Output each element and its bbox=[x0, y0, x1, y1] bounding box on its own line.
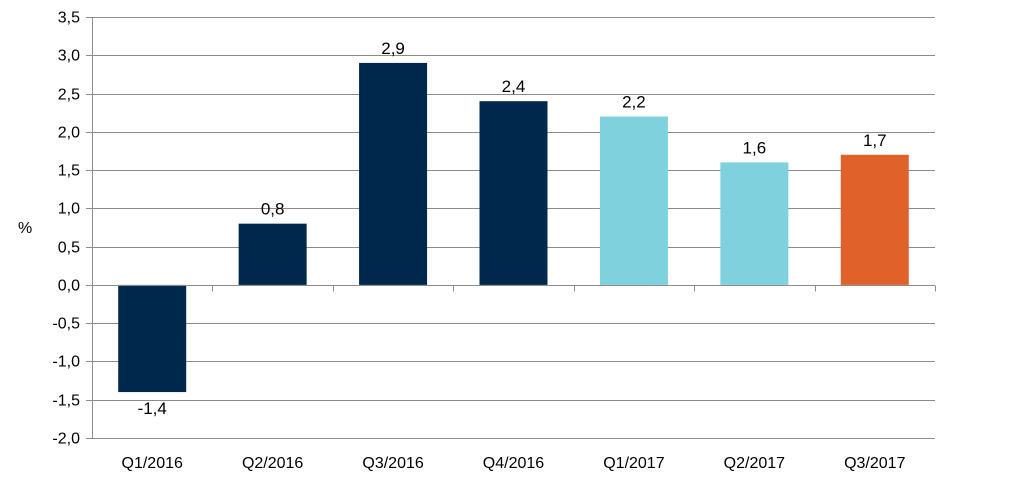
y-tick-label: 2,5 bbox=[58, 87, 80, 104]
x-category-label: Q4/2016 bbox=[483, 455, 544, 472]
y-axis-ticks: -2,0 -1,5 -1,0 -0,5 0,0 0,5 1,0 1,5 2,0 2,5 3,0 3,5 bbox=[52, 10, 92, 448]
y-tick-label: -0,5 bbox=[52, 316, 80, 333]
data-label: 1,6 bbox=[743, 138, 767, 157]
bar bbox=[720, 162, 789, 285]
x-category-label: Q2/2017 bbox=[724, 455, 785, 472]
bar bbox=[238, 223, 307, 285]
data-label: 1,7 bbox=[863, 131, 887, 150]
y-tick-label: 3,5 bbox=[58, 10, 80, 27]
data-label: -1,4 bbox=[138, 399, 167, 418]
x-category-label: Q3/2016 bbox=[362, 455, 423, 472]
y-axis-title: % bbox=[18, 220, 32, 237]
data-label: 2,9 bbox=[381, 39, 405, 58]
y-tick-label: -1,0 bbox=[52, 354, 80, 371]
bar bbox=[599, 116, 668, 285]
bar bbox=[118, 284, 187, 393]
bars bbox=[118, 62, 909, 393]
bar bbox=[359, 62, 428, 285]
x-category-label: Q1/2017 bbox=[603, 455, 664, 472]
x-category-label: Q1/2016 bbox=[122, 455, 183, 472]
y-tick-label: 0,5 bbox=[58, 240, 80, 257]
data-labels: -1,4 0,8 2,9 2,4 2,2 1,6 1,7 bbox=[138, 39, 887, 418]
y-tick-label: 3,0 bbox=[58, 48, 80, 65]
data-label: 2,4 bbox=[502, 77, 526, 96]
y-tick-label: -1,5 bbox=[52, 393, 80, 410]
x-category-label: Q3/2017 bbox=[844, 455, 905, 472]
y-tick-label: 0,0 bbox=[58, 278, 80, 295]
bar bbox=[479, 101, 548, 285]
data-label: 2,2 bbox=[622, 93, 646, 112]
bar bbox=[840, 154, 909, 285]
y-tick-label: 1,5 bbox=[58, 163, 80, 180]
y-tick-label: 2,0 bbox=[58, 125, 80, 142]
axes bbox=[92, 17, 936, 438]
data-label: 0,8 bbox=[261, 200, 285, 219]
x-axis-categories: Q1/2016 Q2/2016 Q3/2016 Q4/2016 Q1/2017 Q2/20… bbox=[122, 455, 906, 472]
y-tick-label: -2,0 bbox=[52, 431, 80, 448]
y-tick-label: 1,0 bbox=[58, 201, 80, 218]
x-category-label: Q2/2016 bbox=[242, 455, 303, 472]
